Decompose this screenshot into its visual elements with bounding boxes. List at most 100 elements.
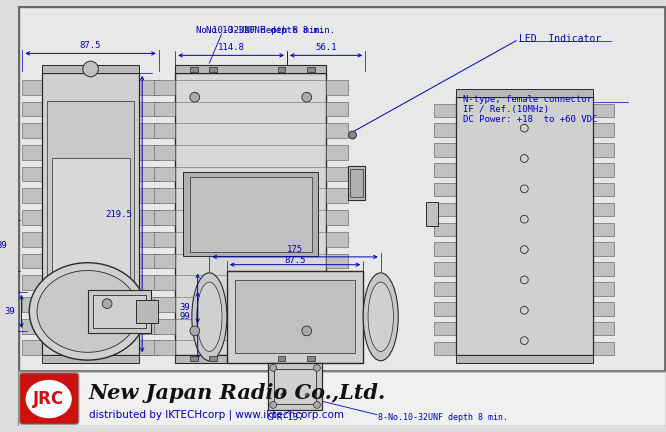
Bar [434,322,615,335]
Bar [278,356,285,361]
Bar [434,342,615,355]
Circle shape [314,365,320,371]
Bar [434,143,615,157]
Bar [326,254,348,268]
Text: DC Power: +18  to +60 VDC: DC Power: +18 to +60 VDC [462,115,597,124]
Bar [17,371,666,426]
Bar [154,232,175,247]
Bar [326,102,348,116]
Circle shape [348,131,356,139]
Bar [190,67,198,72]
Bar [23,123,159,138]
Bar [23,210,159,225]
Text: 8-No.10-32UNF depth 8 min.: 8-No.10-32UNF depth 8 min. [378,413,507,422]
Ellipse shape [27,381,71,418]
Text: IF / Ref.(10MHz): IF / Ref.(10MHz) [462,105,549,114]
Bar [42,65,139,73]
FancyBboxPatch shape [19,373,79,424]
Bar [307,356,314,361]
Bar [154,123,175,138]
Bar [23,297,159,312]
Bar [88,290,151,333]
Bar [209,356,217,361]
Bar [154,80,175,95]
Bar [154,102,175,116]
Bar [154,254,175,268]
Bar [326,188,348,203]
Bar [23,80,159,95]
Bar [154,275,175,290]
Bar [137,300,158,323]
Bar [274,369,316,404]
Bar [234,280,356,353]
Text: 39: 39 [179,303,190,312]
Bar [326,167,348,181]
Bar [434,104,615,117]
Bar [326,232,348,247]
Bar [23,376,76,422]
Bar [23,275,159,290]
Bar [227,270,363,363]
Bar [350,169,363,197]
Ellipse shape [37,270,139,353]
Text: N-type, female connector: N-type, female connector [462,95,591,104]
Bar [175,65,326,73]
Text: 175: 175 [287,245,303,254]
Bar [434,262,615,276]
Bar [175,355,326,363]
Bar [190,356,198,361]
Bar [326,210,348,225]
Text: LED  Indicator: LED Indicator [519,34,601,44]
Bar [348,166,365,200]
Text: 87.5: 87.5 [80,41,101,50]
Bar [23,188,159,203]
Bar [23,102,159,116]
Bar [434,124,615,137]
Bar [42,73,139,355]
Bar [434,302,615,315]
Bar [326,80,348,95]
Bar [42,355,139,363]
Bar [23,340,159,355]
Text: New Japan Radio Co.,Ltd.: New Japan Radio Co.,Ltd. [89,383,386,403]
Bar [154,167,175,181]
Text: 39: 39 [5,307,15,316]
Bar [183,172,318,257]
Bar [175,73,326,355]
Circle shape [305,393,309,397]
Bar [154,145,175,160]
Circle shape [190,92,200,102]
Bar [326,340,348,355]
Circle shape [314,401,320,408]
Bar [23,232,159,247]
Bar [326,297,348,312]
Circle shape [270,365,276,371]
Ellipse shape [29,263,146,360]
Text: 39: 39 [0,241,7,250]
Bar [326,275,348,290]
Bar [154,210,175,225]
Bar [434,222,615,236]
Text: 114.8: 114.8 [218,43,244,52]
Circle shape [302,92,312,102]
Bar [23,319,159,334]
Ellipse shape [368,282,394,352]
Bar [434,203,615,216]
Ellipse shape [196,282,222,352]
Text: distributed by IKTECHcorp | www.iktechcorp.com: distributed by IKTECHcorp | www.iktechco… [89,410,344,420]
Bar [19,6,665,371]
Bar [434,183,615,197]
Bar [326,145,348,160]
Circle shape [270,401,276,408]
Bar [23,254,159,268]
Text: No.10-32UNF depth 8 min.: No.10-32UNF depth 8 min. [196,25,325,35]
Bar [307,67,314,72]
Text: No.10-32UNF depth 8 min.: No.10-32UNF depth 8 min. [206,25,335,35]
Text: JRC: JRC [33,390,65,408]
Bar [434,242,615,256]
Text: 99: 99 [179,312,190,321]
Bar [154,188,175,203]
Bar [326,319,348,334]
Bar [47,101,135,327]
Bar [19,6,665,371]
